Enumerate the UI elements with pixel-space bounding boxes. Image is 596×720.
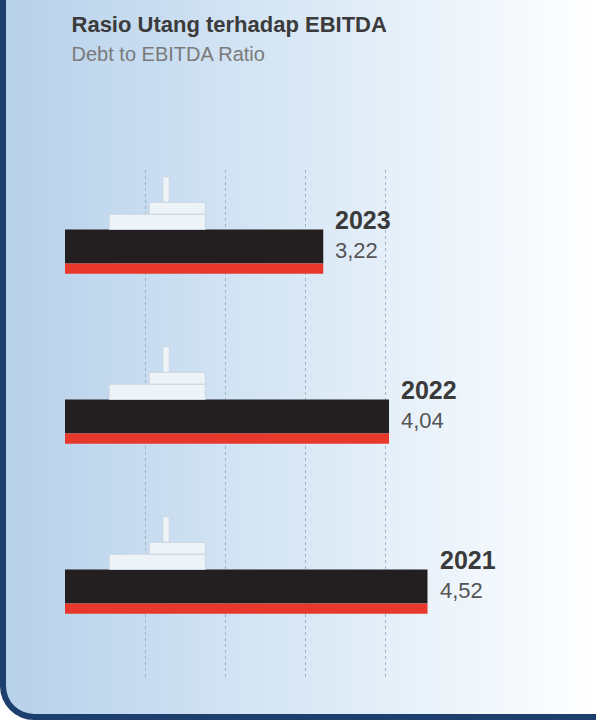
svg-text:20224,04: 20224,04	[401, 376, 457, 433]
svg-text:20214,52: 20214,52	[440, 546, 496, 603]
svg-text:Rasio Utang terhadap EBITDADeb: Rasio Utang terhadap EBITDADebt to EBITD…	[72, 12, 387, 65]
svg-text:20233,22: 20233,22	[335, 206, 391, 263]
